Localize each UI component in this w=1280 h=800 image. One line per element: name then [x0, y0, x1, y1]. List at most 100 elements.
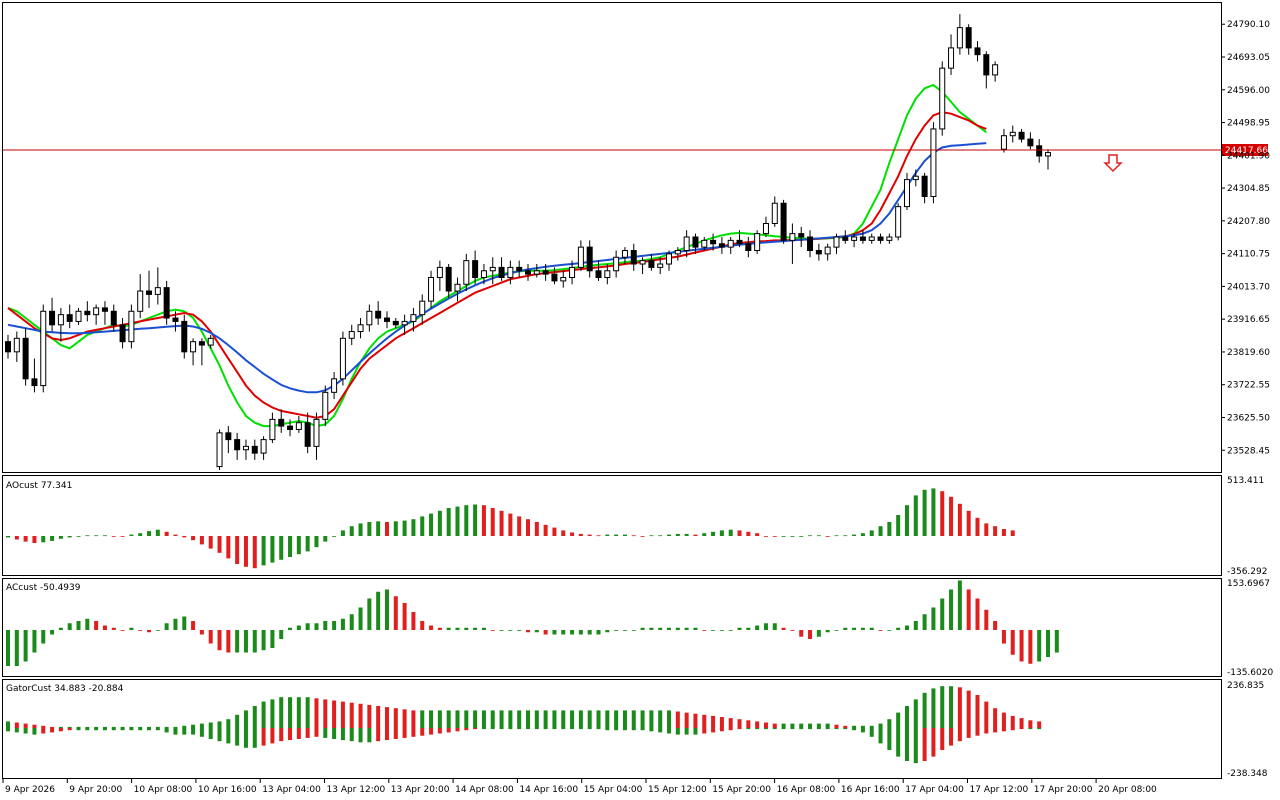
histogram-bar	[420, 516, 425, 536]
candle-body	[895, 206, 902, 238]
gator-upper-bar	[402, 709, 407, 728]
histogram-bar	[799, 630, 804, 637]
gator-upper-bar	[393, 708, 398, 728]
histogram-bar	[111, 627, 116, 630]
candle-body	[66, 314, 73, 322]
current-price-label: 24417.66	[1225, 146, 1268, 156]
gator-upper-bar	[102, 726, 107, 728]
histogram-bar	[235, 536, 240, 564]
histogram-bar	[455, 506, 460, 536]
x-tick-label: 10 Apr 08:00	[134, 785, 193, 795]
histogram-bar	[358, 523, 363, 536]
candle-body	[657, 263, 664, 268]
gator-upper-bar	[578, 710, 583, 728]
gator-upper-bar	[975, 695, 980, 728]
gator-lower-bar	[358, 728, 363, 743]
gator-lower-bar	[781, 728, 786, 730]
moving-average-green	[7, 83, 987, 428]
gator-upper-bar	[464, 710, 469, 728]
candle-body	[851, 236, 858, 241]
candle-body	[251, 445, 258, 454]
histogram-bar	[252, 630, 257, 653]
candle-body	[630, 250, 637, 265]
gator-lower-bar	[420, 728, 425, 736]
gator-upper-bar	[949, 686, 954, 728]
gator-lower-bar	[191, 728, 196, 735]
histogram-bar	[843, 535, 848, 537]
gator-lower-bar	[1028, 728, 1033, 730]
gator-upper-bar	[878, 723, 883, 728]
histogram-bar	[490, 630, 495, 631]
histogram-bar	[543, 630, 548, 635]
histogram-bar	[1054, 630, 1059, 653]
histogram-bar	[737, 627, 742, 630]
histogram-bar	[429, 625, 434, 630]
histogram-bar	[1028, 630, 1033, 664]
gator-lower-bar	[984, 728, 989, 734]
histogram-bar	[781, 536, 786, 537]
gator-lower-bar	[534, 728, 539, 730]
gator-upper-bar	[208, 722, 213, 728]
gator-lower-bar	[376, 728, 381, 742]
candle-body	[736, 239, 743, 245]
histogram-bar	[622, 534, 627, 536]
candle-body	[560, 277, 567, 282]
histogram-bar	[182, 536, 187, 538]
candle-body	[419, 300, 426, 316]
gator-lower-bar	[199, 728, 204, 737]
gator-lower-bar	[755, 728, 760, 730]
gator-lower-bar	[684, 728, 689, 735]
gator-upper-bar	[252, 706, 257, 728]
histogram-bar	[499, 630, 504, 631]
candle-body	[595, 270, 602, 279]
y-tick-label: 24401.90	[1227, 151, 1270, 161]
gator-upper-bar	[508, 710, 513, 728]
histogram-bar	[508, 630, 513, 631]
x-tick-label: 15 Apr 12:00	[648, 785, 707, 795]
x-tick-label: 20 Apr 08:00	[1098, 785, 1157, 795]
gator-upper-bar	[1010, 715, 1015, 728]
candle-body	[727, 239, 734, 248]
histogram-bar	[41, 536, 46, 543]
histogram-bar	[561, 630, 566, 635]
histogram-bar	[14, 630, 19, 666]
histogram-bar	[296, 536, 301, 555]
gator-upper-bar	[896, 712, 901, 728]
candle-body	[939, 67, 946, 130]
histogram-bar	[508, 513, 513, 536]
gator-lower-bar	[878, 728, 883, 744]
histogram-bar	[675, 533, 680, 536]
histogram-bar	[552, 630, 557, 635]
candle-body	[754, 233, 761, 252]
gator-lower-bar	[429, 728, 434, 735]
histogram-bar	[834, 535, 839, 537]
candle-body	[49, 310, 56, 326]
gator-lower-bar	[552, 728, 557, 730]
gator-lower-bar	[993, 728, 998, 733]
histogram-bar	[252, 536, 257, 569]
candle-body	[348, 331, 355, 339]
histogram-bar	[164, 531, 169, 536]
histogram-bar	[340, 618, 345, 630]
histogram-bar	[843, 627, 848, 630]
gator-upper-bar	[23, 723, 28, 728]
candle-body	[198, 341, 205, 346]
histogram-bar	[957, 580, 962, 630]
gator-upper-bar	[305, 697, 310, 728]
gator-upper-bar	[816, 723, 821, 728]
gator-lower-bar	[913, 728, 918, 764]
histogram-bar	[975, 517, 980, 536]
gator-upper-bar	[323, 699, 328, 728]
gator-lower-bar	[243, 728, 248, 748]
candle-body	[639, 260, 646, 265]
histogram-bar	[587, 630, 592, 635]
histogram-bar	[14, 536, 19, 540]
histogram-bar	[693, 534, 698, 536]
gator-upper-bar	[526, 710, 530, 728]
gator-lower-bar	[737, 728, 742, 730]
y-tick-label: 513.411	[1227, 476, 1264, 486]
gator-upper-bar	[587, 710, 592, 728]
gator-lower-bar	[182, 728, 187, 735]
gator-lower-bar	[226, 728, 231, 744]
histogram-bar	[446, 508, 451, 536]
